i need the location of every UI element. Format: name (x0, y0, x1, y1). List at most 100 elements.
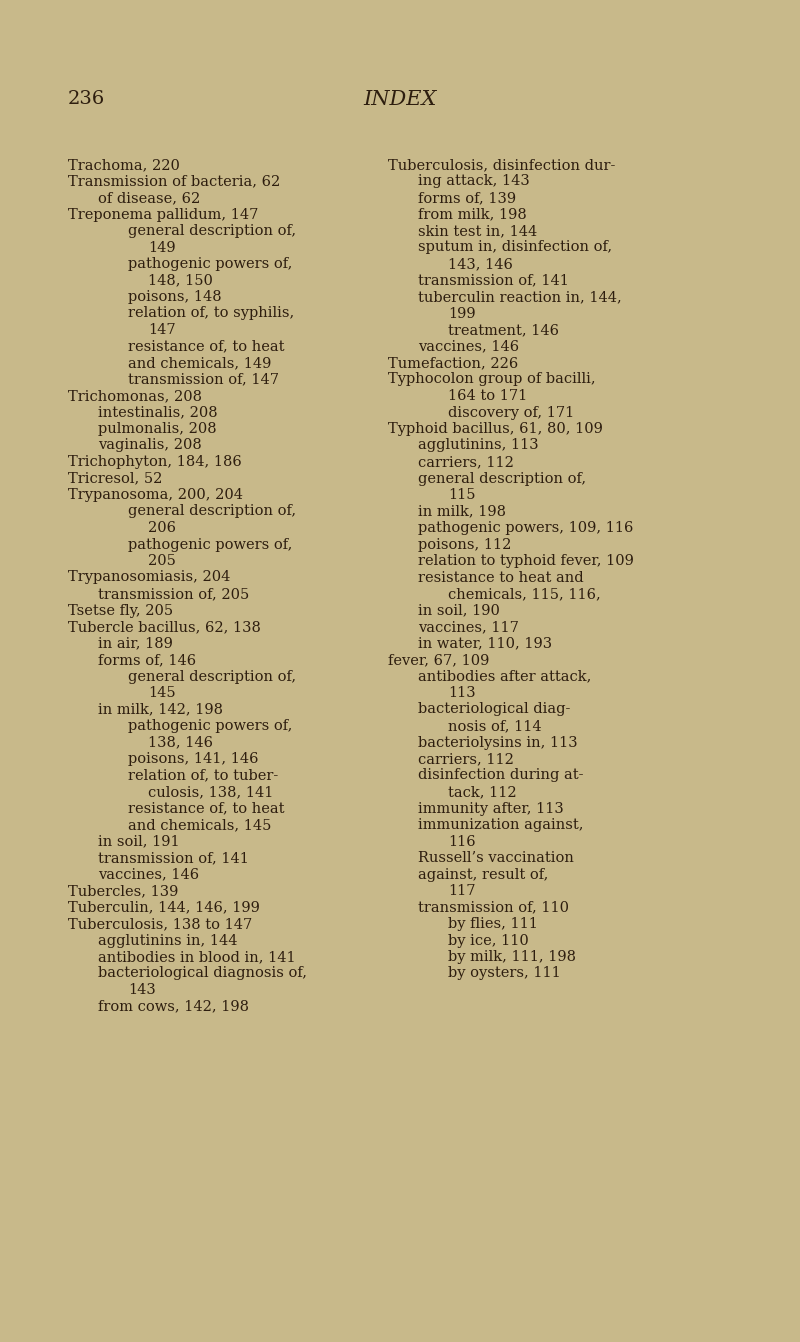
Text: against, result of,: against, result of, (418, 867, 548, 882)
Text: Typhoid bacillus, 61, 80, 109: Typhoid bacillus, 61, 80, 109 (388, 421, 603, 436)
Text: Tumefaction, 226: Tumefaction, 226 (388, 356, 518, 370)
Text: vaginalis, 208: vaginalis, 208 (98, 439, 202, 452)
Text: Tuberculosis, 138 to 147: Tuberculosis, 138 to 147 (68, 917, 252, 931)
Text: Transmission of bacteria, 62: Transmission of bacteria, 62 (68, 174, 280, 188)
Text: in water, 110, 193: in water, 110, 193 (418, 636, 552, 651)
Text: vaccines, 117: vaccines, 117 (418, 620, 519, 633)
Text: tack, 112: tack, 112 (448, 785, 517, 798)
Text: 143: 143 (128, 982, 156, 997)
Text: by milk, 111, 198: by milk, 111, 198 (448, 950, 576, 964)
Text: poisons, 141, 146: poisons, 141, 146 (128, 752, 258, 766)
Text: 149: 149 (148, 240, 176, 255)
Text: transmission of, 110: transmission of, 110 (418, 900, 569, 914)
Text: general description of,: general description of, (128, 505, 296, 518)
Text: bacteriological diagnosis of,: bacteriological diagnosis of, (98, 966, 307, 981)
Text: by flies, 111: by flies, 111 (448, 917, 538, 931)
Text: forms of, 139: forms of, 139 (418, 191, 516, 205)
Text: poisons, 148: poisons, 148 (128, 290, 222, 305)
Text: Trichophyton, 184, 186: Trichophyton, 184, 186 (68, 455, 242, 468)
Text: discovery of, 171: discovery of, 171 (448, 405, 574, 420)
Text: resistance to heat and: resistance to heat and (418, 570, 584, 585)
Text: Tubercle bacillus, 62, 138: Tubercle bacillus, 62, 138 (68, 620, 261, 633)
Text: disinfection during at-: disinfection during at- (418, 769, 583, 782)
Text: Tuberculosis, disinfection dur-: Tuberculosis, disinfection dur- (388, 158, 615, 172)
Text: and chemicals, 145: and chemicals, 145 (128, 819, 271, 832)
Text: 145: 145 (148, 686, 176, 701)
Text: in milk, 198: in milk, 198 (418, 505, 506, 518)
Text: immunization against,: immunization against, (418, 819, 583, 832)
Text: poisons, 112: poisons, 112 (418, 538, 511, 552)
Text: bacteriological diag-: bacteriological diag- (418, 702, 570, 717)
Text: antibodies after attack,: antibodies after attack, (418, 670, 591, 683)
Text: Trypanosoma, 200, 204: Trypanosoma, 200, 204 (68, 488, 243, 502)
Text: from milk, 198: from milk, 198 (418, 208, 526, 221)
Text: 147: 147 (148, 323, 176, 337)
Text: Tuberculin, 144, 146, 199: Tuberculin, 144, 146, 199 (68, 900, 260, 914)
Text: agglutinins, 113: agglutinins, 113 (418, 439, 538, 452)
Text: pulmonalis, 208: pulmonalis, 208 (98, 421, 217, 436)
Text: general description of,: general description of, (418, 471, 586, 486)
Text: Tsetse fly, 205: Tsetse fly, 205 (68, 604, 173, 617)
Text: fever, 67, 109: fever, 67, 109 (388, 654, 490, 667)
Text: resistance of, to heat: resistance of, to heat (128, 801, 285, 816)
Text: pathogenic powers, 109, 116: pathogenic powers, 109, 116 (418, 521, 634, 535)
Text: forms of, 146: forms of, 146 (98, 654, 196, 667)
Text: antibodies in blood in, 141: antibodies in blood in, 141 (98, 950, 296, 964)
Text: carriers, 112: carriers, 112 (418, 752, 514, 766)
Text: carriers, 112: carriers, 112 (418, 455, 514, 468)
Text: 164 to 171: 164 to 171 (448, 389, 527, 403)
Text: treatment, 146: treatment, 146 (448, 323, 559, 337)
Text: in soil, 190: in soil, 190 (418, 604, 500, 617)
Text: general description of,: general description of, (128, 224, 296, 238)
Text: by oysters, 111: by oysters, 111 (448, 966, 561, 981)
Text: 113: 113 (448, 686, 476, 701)
Text: nosis of, 114: nosis of, 114 (448, 719, 542, 733)
Text: transmission of, 147: transmission of, 147 (128, 373, 279, 386)
Text: bacteriolysins in, 113: bacteriolysins in, 113 (418, 735, 578, 749)
Text: Trachoma, 220: Trachoma, 220 (68, 158, 180, 172)
Text: transmission of, 141: transmission of, 141 (418, 274, 569, 287)
Text: Typhocolon group of bacilli,: Typhocolon group of bacilli, (388, 373, 596, 386)
Text: 143, 146: 143, 146 (448, 258, 513, 271)
Text: intestinalis, 208: intestinalis, 208 (98, 405, 218, 420)
Text: ing attack, 143: ing attack, 143 (418, 174, 530, 188)
Text: pathogenic powers of,: pathogenic powers of, (128, 258, 292, 271)
Text: in soil, 191: in soil, 191 (98, 835, 180, 848)
Text: relation to typhoid fever, 109: relation to typhoid fever, 109 (418, 554, 634, 568)
Text: and chemicals, 149: and chemicals, 149 (128, 356, 271, 370)
Text: in air, 189: in air, 189 (98, 636, 173, 651)
Text: pathogenic powers of,: pathogenic powers of, (128, 719, 292, 733)
Text: 205: 205 (148, 554, 176, 568)
Text: 117: 117 (448, 884, 475, 898)
Text: transmission of, 141: transmission of, 141 (98, 851, 249, 866)
Text: in milk, 142, 198: in milk, 142, 198 (98, 702, 223, 717)
Text: general description of,: general description of, (128, 670, 296, 683)
Text: pathogenic powers of,: pathogenic powers of, (128, 538, 292, 552)
Text: transmission of, 205: transmission of, 205 (98, 586, 250, 601)
Text: 199: 199 (448, 306, 476, 321)
Text: INDEX: INDEX (363, 90, 437, 109)
Text: Russell’s vaccination: Russell’s vaccination (418, 851, 574, 866)
Text: 115: 115 (448, 488, 475, 502)
Text: chemicals, 115, 116,: chemicals, 115, 116, (448, 586, 601, 601)
Text: 206: 206 (148, 521, 176, 535)
Text: Tricresol, 52: Tricresol, 52 (68, 471, 162, 486)
Text: relation of, to syphilis,: relation of, to syphilis, (128, 306, 294, 321)
Text: sputum in, disinfection of,: sputum in, disinfection of, (418, 240, 612, 255)
Text: 236: 236 (68, 90, 106, 107)
Text: Tubercles, 139: Tubercles, 139 (68, 884, 178, 898)
Text: Treponema pallidum, 147: Treponema pallidum, 147 (68, 208, 258, 221)
Text: vaccines, 146: vaccines, 146 (418, 340, 519, 353)
Text: tuberculin reaction in, 144,: tuberculin reaction in, 144, (418, 290, 622, 305)
Text: culosis, 138, 141: culosis, 138, 141 (148, 785, 274, 798)
Text: 116: 116 (448, 835, 476, 848)
Text: Trypanosomiasis, 204: Trypanosomiasis, 204 (68, 570, 230, 585)
Text: 138, 146: 138, 146 (148, 735, 213, 749)
Text: relation of, to tuber-: relation of, to tuber- (128, 769, 278, 782)
Text: agglutinins in, 144: agglutinins in, 144 (98, 934, 238, 947)
Text: by ice, 110: by ice, 110 (448, 934, 529, 947)
Text: 148, 150: 148, 150 (148, 274, 213, 287)
Text: from cows, 142, 198: from cows, 142, 198 (98, 1000, 249, 1013)
Text: resistance of, to heat: resistance of, to heat (128, 340, 285, 353)
Text: skin test in, 144: skin test in, 144 (418, 224, 538, 238)
